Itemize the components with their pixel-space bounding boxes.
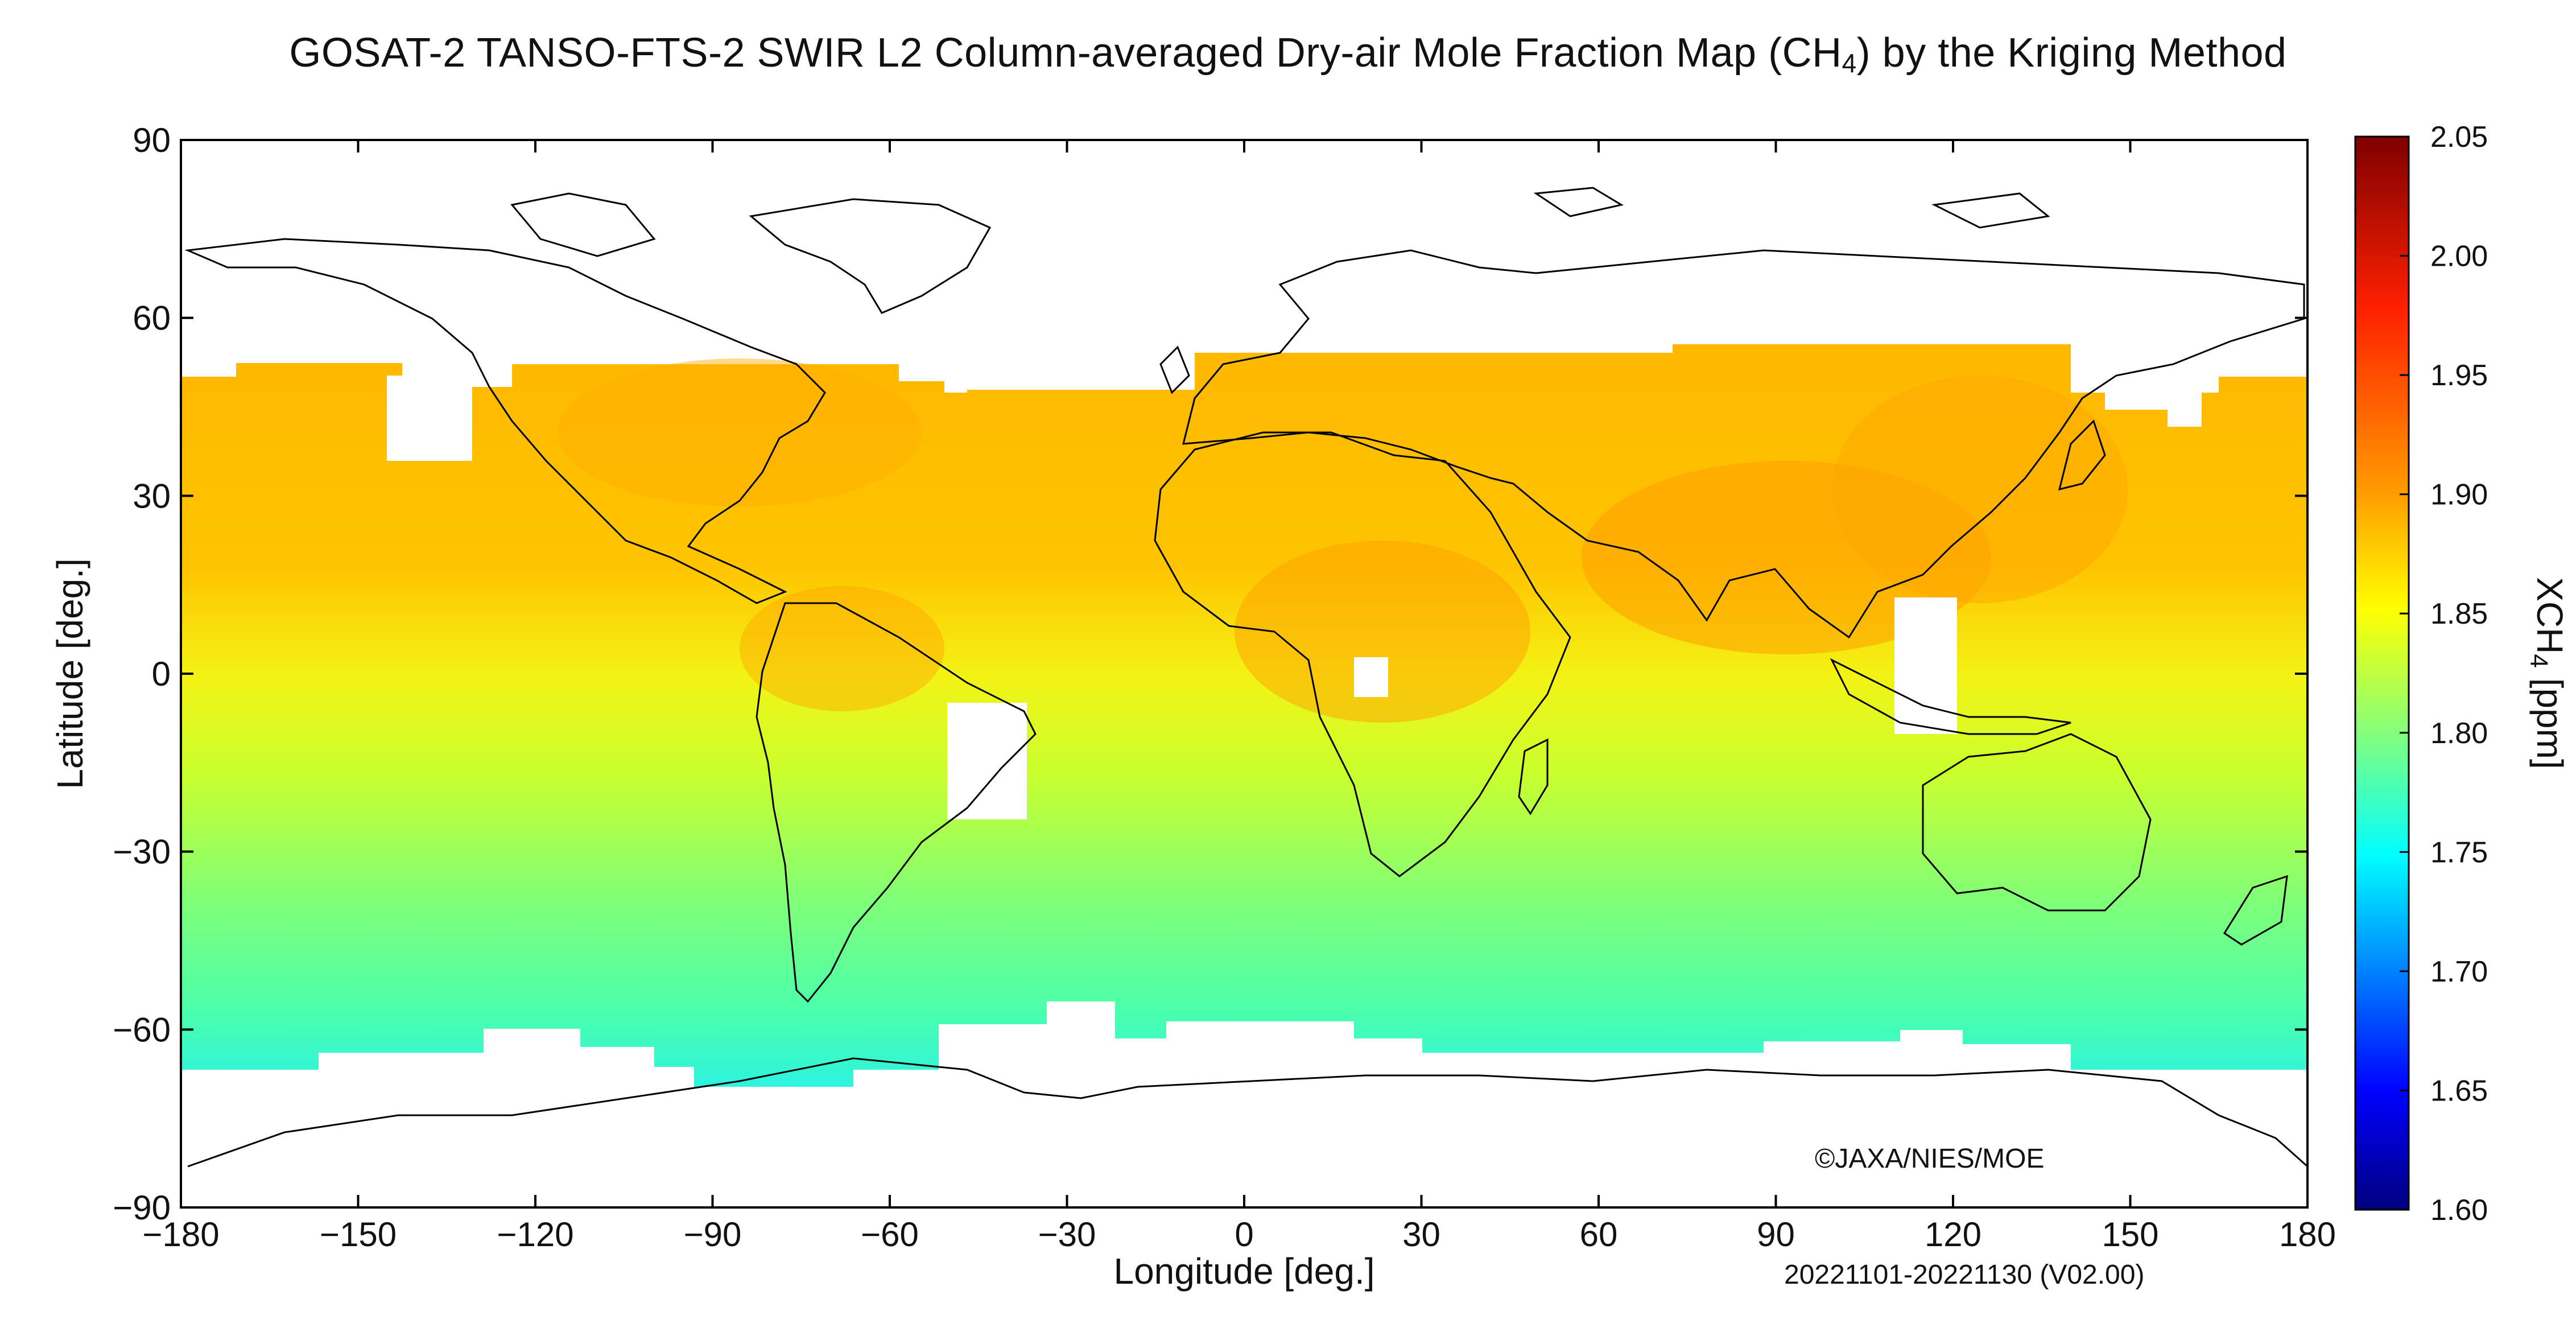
- y-axis-ticks: 90 60 30 0 −30 −60 −90: [113, 121, 2307, 1227]
- title-prefix: GOSAT-2 TANSO-FTS-2 SWIR L2 Column-avera…: [289, 30, 1842, 76]
- colorbar-tick-label: 1.80: [2430, 717, 2488, 750]
- x-tick-label: 60: [1580, 1215, 1618, 1254]
- hotspot-central-africa: [1235, 541, 1530, 723]
- colorbar-tick-label: 1.60: [2430, 1194, 2488, 1227]
- missing-data-block: [947, 703, 1027, 819]
- hotspot-east-asia: [1832, 376, 2128, 603]
- coastline-eurasia: [1182, 249, 2305, 639]
- title-suffix: ) by the Kriging Method: [1856, 30, 2287, 76]
- x-tick-label: −90: [684, 1215, 742, 1254]
- colorbar-tick-label: 1.65: [2430, 1074, 2488, 1107]
- x-tick-label: 30: [1402, 1215, 1440, 1254]
- x-tick-label: −30: [1038, 1215, 1096, 1254]
- colorbar-tick-label: 1.75: [2430, 836, 2488, 869]
- colorbar-ticks: 2.05 2.00 1.95 1.90 1.85 1.80 1.75 1.70 1.65 1.60: [2400, 121, 2488, 1227]
- x-tick-label: 90: [1757, 1215, 1795, 1254]
- coastlines: [184, 187, 2307, 1168]
- coastline-britain: [1159, 345, 1190, 394]
- y-axis-label: Latitude [deg.]: [49, 558, 90, 789]
- title-subscript: 4: [1842, 48, 1857, 78]
- y-tick-label: 0: [152, 655, 171, 693]
- coastline-indonesia: [1830, 658, 2071, 735]
- missing-data-block: [1894, 597, 1957, 734]
- colorbar-tick-label: 1.85: [2430, 597, 2488, 630]
- x-tick-label: 0: [1235, 1215, 1253, 1254]
- x-tick-label: −60: [861, 1215, 919, 1254]
- x-tick-label: −180: [142, 1215, 219, 1254]
- x-tick-label: 180: [2279, 1215, 2336, 1254]
- coastline-arctic-islands: [510, 187, 2050, 257]
- coastline-africa: [1154, 431, 1571, 877]
- colorbar-tick-label: 2.00: [2430, 240, 2488, 273]
- period-note: 20221101-20221130 (V02.00): [1784, 1260, 2144, 1290]
- coastline-new-zealand: [2223, 875, 2288, 946]
- missing-data-block: [2168, 387, 2202, 427]
- colorbar-label-sub: 4: [2525, 654, 2553, 667]
- y-tick-label: −60: [113, 1011, 171, 1049]
- chart-title: GOSAT-2 TANSO-FTS-2 SWIR L2 Column-avera…: [0, 30, 2576, 79]
- missing-data-block: [387, 376, 472, 461]
- coastline-antarctica: [187, 1057, 2307, 1168]
- x-tick-label: 150: [2102, 1215, 2158, 1254]
- missing-data-block: [1354, 657, 1388, 697]
- y-tick-label: 30: [133, 477, 171, 515]
- colorbar-label: XCH4 [ppm]: [2525, 577, 2570, 769]
- y-tick-label: −90: [113, 1189, 171, 1227]
- concentration-field: [181, 344, 2307, 1087]
- x-tick-label: −150: [320, 1215, 397, 1254]
- coastline-madagascar: [1518, 738, 1549, 815]
- x-tick-label: 120: [1925, 1215, 1981, 1254]
- copyright-note: ©JAXA/NIES/MOE: [1815, 1144, 2044, 1174]
- colorbar-tick-label: 2.05: [2430, 121, 2488, 154]
- colorbar-tick-label: 1.70: [2430, 955, 2488, 988]
- y-tick-label: 90: [133, 121, 171, 159]
- colorbar: [2354, 135, 2410, 1211]
- coastline-north-america: [184, 238, 826, 604]
- colorbar-tick-label: 1.90: [2430, 479, 2488, 512]
- y-tick-label: 60: [133, 299, 171, 337]
- y-tick-label: −30: [113, 833, 171, 871]
- colorbar-label-unit: [ppm]: [2529, 668, 2570, 769]
- hotspot-amazon: [740, 586, 944, 711]
- hotspot-north-america: [558, 358, 922, 506]
- x-axis-ticks: −180 −150 −120 −90 −60 −30 0 30 60 90 120 150 180: [142, 140, 2336, 1254]
- x-axis-label: Longitude [deg.]: [1113, 1251, 1374, 1292]
- coastline-greenland: [749, 198, 992, 314]
- colorbar-tick-label: 1.95: [2430, 359, 2488, 392]
- coastline-australia: [1922, 733, 2152, 912]
- x-tick-label: −120: [497, 1215, 573, 1254]
- colorbar-label-main: XCH: [2529, 577, 2570, 654]
- coastline-south-america: [756, 602, 1037, 1003]
- coastline-japan: [2058, 419, 2106, 491]
